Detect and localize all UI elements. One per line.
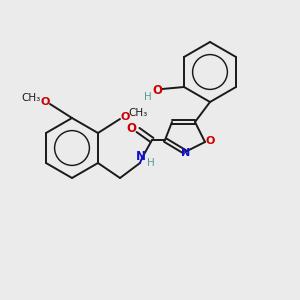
Text: CH₃: CH₃ <box>21 93 40 103</box>
Text: O: O <box>40 97 50 107</box>
Text: N: N <box>136 151 146 164</box>
Text: O: O <box>152 83 162 97</box>
Text: N: N <box>182 148 190 158</box>
Text: H: H <box>147 158 155 168</box>
Text: O: O <box>205 136 215 146</box>
Text: CH₃: CH₃ <box>128 108 148 118</box>
Text: O: O <box>126 122 136 136</box>
Text: H: H <box>144 92 152 102</box>
Text: O: O <box>120 112 130 122</box>
